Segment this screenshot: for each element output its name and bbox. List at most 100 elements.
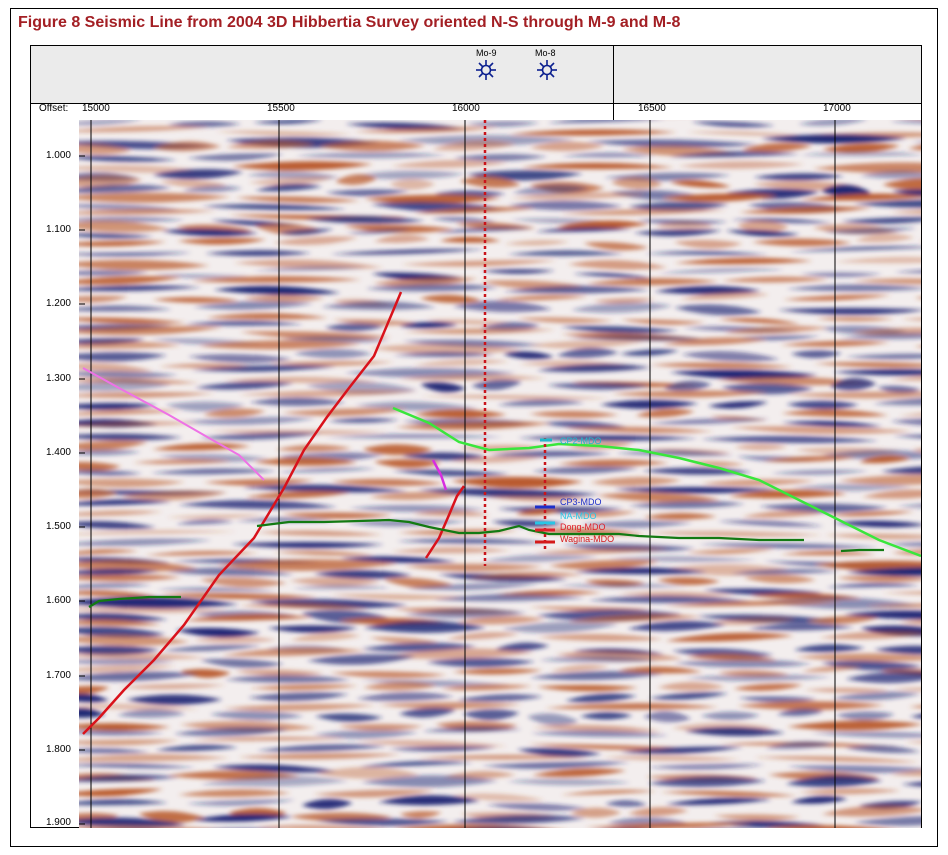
reflector-lobe bbox=[515, 317, 614, 324]
reflector-lobe bbox=[764, 741, 836, 749]
reflector-lobe bbox=[813, 362, 921, 368]
reflector-lobe bbox=[198, 432, 322, 440]
reflector-lobe bbox=[373, 234, 431, 243]
reflector-lobe bbox=[79, 392, 215, 398]
reflector-lobe bbox=[79, 155, 178, 162]
reflector-lobe bbox=[861, 489, 921, 499]
reflector-lobe bbox=[79, 461, 122, 471]
reflector-lobe bbox=[647, 763, 765, 770]
reflector-lobe bbox=[899, 619, 921, 625]
reflector-lobe bbox=[79, 521, 157, 529]
reflector-lobe bbox=[599, 399, 699, 409]
reflector-lobe bbox=[384, 648, 535, 660]
reflector-lobe bbox=[730, 569, 841, 575]
reflector-lobe bbox=[788, 246, 921, 252]
reflector-lobe bbox=[799, 150, 921, 157]
y-tick-label: 1.900 bbox=[45, 817, 71, 828]
reflector-lobe bbox=[661, 193, 778, 202]
reflector-lobe bbox=[907, 145, 921, 151]
reflector-lobe bbox=[888, 375, 921, 381]
horizon-dark-green-left bbox=[88, 595, 181, 608]
reflector-lobe bbox=[683, 674, 832, 682]
reflector-lobe bbox=[79, 371, 179, 379]
reflector-lobe bbox=[165, 401, 246, 412]
reflector-lobe bbox=[372, 277, 478, 287]
reflector-lobe bbox=[495, 295, 589, 301]
reflector-lobe bbox=[79, 252, 193, 257]
reflector-lobe bbox=[255, 530, 383, 537]
reflector-lobe bbox=[876, 385, 921, 394]
y-tick-label: 1.400 bbox=[45, 447, 71, 458]
reflector-lobe bbox=[517, 435, 699, 441]
reflector-lobe bbox=[506, 778, 632, 786]
horizon-dark-green-main bbox=[256, 518, 804, 542]
reflector-lobe bbox=[812, 162, 921, 174]
reflector-lobe bbox=[315, 766, 420, 779]
reflector-lobe bbox=[486, 495, 590, 502]
reflector-lobe bbox=[660, 790, 798, 797]
reflector-lobe bbox=[398, 707, 457, 718]
reflector-lobe bbox=[425, 319, 515, 325]
reflector-lobe bbox=[301, 799, 353, 810]
reflector-lobe bbox=[647, 776, 767, 788]
reflector-lobe bbox=[657, 267, 785, 275]
reflector-lobe bbox=[620, 319, 706, 325]
well-symbol-icon bbox=[537, 60, 557, 80]
reflector-lobe bbox=[392, 351, 496, 358]
reflector-lobe bbox=[668, 151, 800, 158]
reflector-lobe bbox=[665, 632, 795, 642]
reflector-lobe bbox=[908, 705, 921, 708]
reflector-lobe bbox=[470, 826, 528, 828]
reflector-lobe bbox=[79, 530, 238, 535]
reflector-lobe bbox=[854, 233, 915, 243]
reflector-lobe bbox=[329, 671, 448, 679]
well-label-mo8: Mo-8 bbox=[535, 48, 556, 58]
reflector-lobe bbox=[396, 538, 549, 544]
reflector-lobe bbox=[254, 183, 323, 192]
reflector-lobe bbox=[852, 199, 921, 208]
reflector-lobe bbox=[502, 351, 555, 359]
reflector-lobe bbox=[118, 683, 227, 690]
reflector-lobe bbox=[79, 619, 162, 626]
reflector-lobe bbox=[838, 474, 921, 485]
reflector-lobe bbox=[752, 173, 845, 181]
reflector-lobe bbox=[79, 259, 211, 271]
reflector-lobe bbox=[79, 739, 180, 746]
reflector-lobe bbox=[451, 814, 587, 825]
reflector-lobe bbox=[684, 727, 786, 737]
reflector-lobe bbox=[79, 723, 171, 731]
reflector-lobe bbox=[831, 691, 921, 701]
reflector-lobe bbox=[324, 434, 504, 439]
reflector-lobe bbox=[829, 377, 877, 391]
reflector-lobe bbox=[152, 141, 222, 152]
reflector-lobe bbox=[249, 684, 359, 690]
reflector-lobe bbox=[898, 412, 921, 417]
reflector-lobe bbox=[181, 185, 243, 193]
reflector-lobe bbox=[79, 590, 158, 597]
reflector-lobe bbox=[277, 467, 377, 473]
reflector-lobe bbox=[362, 444, 434, 456]
reflector-lobe bbox=[358, 761, 474, 768]
reflector-lobe bbox=[896, 503, 921, 509]
reflector-lobe bbox=[844, 745, 921, 754]
reflector-lobe bbox=[840, 217, 921, 224]
reflector-lobe bbox=[677, 161, 805, 169]
reflector-lobe bbox=[445, 632, 520, 640]
reflector-lobe bbox=[680, 350, 780, 362]
reflector-lobe bbox=[79, 276, 182, 285]
reflector-lobe bbox=[900, 782, 921, 787]
reflector-lobe bbox=[249, 397, 346, 406]
reflector-lobe bbox=[363, 620, 487, 633]
reflector-lobe bbox=[449, 456, 545, 463]
reflector-lobe bbox=[504, 240, 570, 246]
reflector-lobe bbox=[174, 224, 254, 233]
reflector-lobe bbox=[79, 403, 158, 410]
reflector-lobe bbox=[569, 511, 637, 517]
reflector-lobe bbox=[158, 179, 227, 188]
reflector-lobe bbox=[79, 363, 154, 372]
reflector-lobe bbox=[420, 395, 610, 400]
reflector-lobe bbox=[412, 511, 491, 516]
reflector-lobe bbox=[304, 216, 426, 224]
reflector-lobe bbox=[79, 120, 143, 126]
reflector-lobe bbox=[776, 307, 921, 315]
